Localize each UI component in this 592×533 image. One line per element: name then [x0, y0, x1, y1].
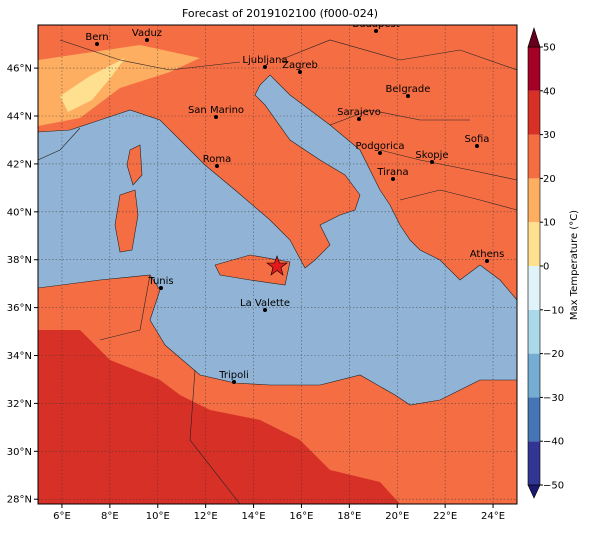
- city-label: Budapest: [352, 19, 399, 30]
- city-dot: [145, 38, 149, 42]
- colorbar-segment: [528, 222, 540, 266]
- lon-tick-label: 20°E: [385, 511, 409, 522]
- city-label: Tripoli: [218, 370, 249, 381]
- city-dot: [263, 308, 267, 312]
- city-dot: [95, 42, 99, 46]
- colorbar-tick-label: 30: [543, 130, 556, 141]
- city-label: Athens: [470, 249, 505, 260]
- lon-tick-label: 14°E: [242, 511, 266, 522]
- colorbar-tick-label: −30: [543, 393, 564, 404]
- colorbar-tick-label: 10: [543, 218, 556, 229]
- city-label: Ljubljana: [242, 55, 287, 66]
- city-dot: [232, 380, 236, 384]
- city-dot: [159, 286, 163, 290]
- city-label: Bern: [85, 32, 108, 43]
- city-dot: [298, 70, 302, 74]
- colorbar-tick-label: −40: [543, 437, 564, 448]
- city-label: Podgorica: [355, 141, 404, 152]
- colorbar-tick-label: 50: [543, 43, 556, 54]
- corsica: [126, 144, 143, 186]
- city-label: Skopje: [415, 150, 448, 161]
- lat-tick-label: 44°N: [7, 112, 32, 123]
- lon-tick-label: 12°E: [194, 511, 218, 522]
- map-frame: [37, 24, 518, 505]
- colorbar-extend-top: [527, 27, 541, 48]
- city-label: San Marino: [188, 105, 244, 116]
- lon-tick-label: 10°E: [146, 511, 170, 522]
- city-label: Belgrade: [386, 84, 431, 95]
- colorbar-segment: [528, 397, 540, 442]
- title: Forecast of 2019102100 (f000-024): [182, 7, 378, 20]
- city-label: Tirana: [376, 167, 408, 178]
- city-label: Zagreb: [282, 60, 318, 71]
- colorbar-segment: [528, 178, 540, 223]
- city-dot: [378, 151, 382, 155]
- colorbar-label: Max Temperature (°C): [569, 210, 580, 320]
- lat-tick-label: 28°N: [7, 495, 32, 506]
- city-dot: [485, 259, 489, 263]
- city-dot: [215, 164, 219, 168]
- city-dot: [475, 144, 479, 148]
- lat-tick-label: 40°N: [7, 207, 32, 218]
- colorbar-segment: [528, 47, 540, 91]
- lat-tick-label: 38°N: [7, 255, 32, 266]
- lon-tick-label: 8°E: [101, 511, 119, 522]
- lat-tick-label: 36°N: [7, 303, 32, 314]
- colorbar-segment: [528, 309, 540, 354]
- lat-tick-label: 30°N: [7, 447, 32, 458]
- cold-area: [60, 58, 125, 112]
- city-label: Tunis: [147, 276, 173, 287]
- city-dot: [391, 177, 395, 181]
- city-dot: [357, 117, 361, 121]
- city-label: La Valette: [240, 298, 290, 309]
- star-marker: [266, 255, 288, 276]
- colorbar-segment: [528, 353, 540, 398]
- lat-tick-label: 32°N: [7, 399, 32, 410]
- lon-tick-label: 6°E: [53, 511, 71, 522]
- city-dot: [430, 160, 434, 164]
- lon-tick-label: 22°E: [433, 511, 457, 522]
- city-label: Vaduz: [132, 28, 162, 39]
- colorbar-segment: [528, 90, 540, 135]
- colorbar-tick-label: −50: [543, 481, 564, 492]
- city-label: Roma: [203, 154, 232, 165]
- colorbar-segment: [528, 441, 540, 485]
- city-dot: [406, 94, 410, 98]
- city-dot: [263, 65, 267, 69]
- city-label: Sarajevo: [337, 107, 381, 118]
- sicily: [214, 254, 291, 286]
- colorbar-segment: [528, 266, 540, 310]
- lon-tick-label: 18°E: [337, 511, 361, 522]
- lon-tick-label: 24°E: [481, 511, 505, 522]
- colorbar-tick-label: 0: [543, 262, 549, 273]
- lat-tick-label: 42°N: [7, 159, 32, 170]
- lat-tick-label: 46°N: [7, 64, 32, 75]
- colorbar-tick-label: −20: [543, 349, 564, 360]
- hot-area: [38, 330, 400, 504]
- sardinia: [114, 189, 139, 253]
- colorbar-segment: [528, 134, 540, 179]
- lon-tick-label: 16°E: [289, 511, 313, 522]
- city-dot: [374, 29, 378, 33]
- colorbar-tick-label: 20: [543, 174, 556, 185]
- lat-tick-label: 34°N: [7, 351, 32, 362]
- colorbar-tick-label: 40: [543, 86, 556, 97]
- colorbar-extend-bottom: [527, 484, 541, 499]
- colorbar-tick-label: −10: [543, 305, 564, 316]
- city-dot: [214, 115, 218, 119]
- city-label: Sofia: [465, 134, 490, 145]
